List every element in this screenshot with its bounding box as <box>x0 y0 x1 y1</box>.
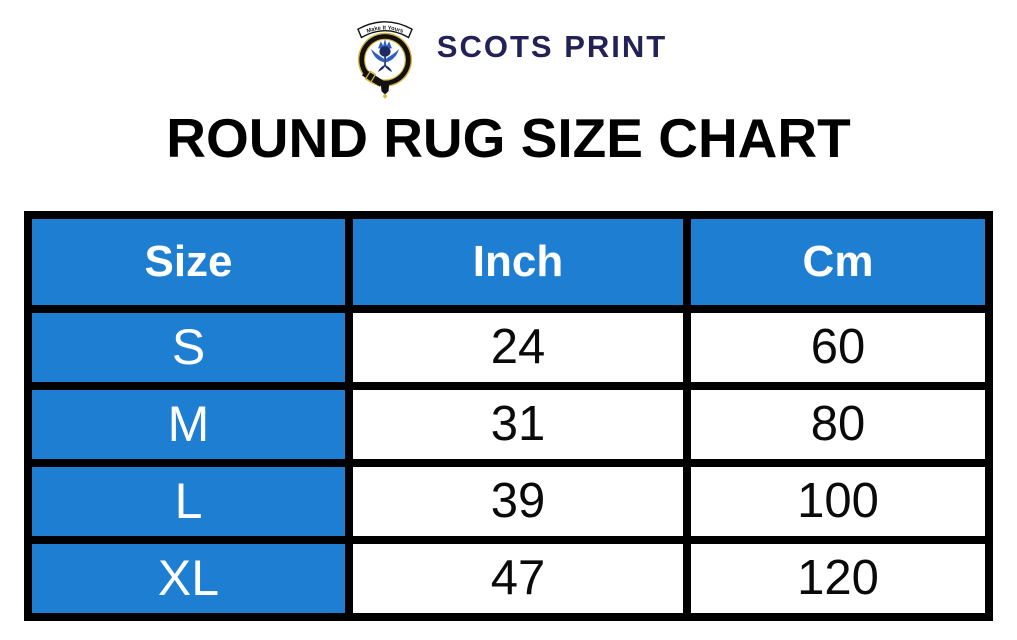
size-cell: L <box>32 466 345 536</box>
inch-cell: 31 <box>353 389 683 459</box>
cm-cell: 80 <box>691 389 985 459</box>
brand-name: SCOTS PRINT <box>436 29 668 64</box>
clan-crest-icon: Make It Yours <box>356 20 413 99</box>
column-header-size: Size <box>32 218 345 305</box>
table-row: S 24 60 <box>32 312 985 382</box>
size-chart-table: Size Inch Cm S 24 60 M 31 80 L 39 100 <box>24 210 993 621</box>
size-cell: M <box>32 389 345 459</box>
inch-cell: 39 <box>353 466 683 536</box>
page-title: ROUND RUG SIZE CHART <box>166 107 851 169</box>
cm-cell: 100 <box>691 466 985 536</box>
size-cell: XL <box>32 543 345 613</box>
belt-buckle <box>361 69 384 87</box>
thistle-icon <box>370 38 399 72</box>
logo: Make It Yours <box>0 0 1017 100</box>
table-row: XL 47 120 <box>32 543 985 613</box>
inch-cell: 47 <box>353 543 683 613</box>
header-row: Size Inch Cm <box>32 218 985 305</box>
cm-cell: 120 <box>691 543 985 613</box>
column-header-cm: Cm <box>691 218 985 305</box>
svg-text:Make It Yours: Make It Yours <box>366 25 404 34</box>
motto-banner <box>356 20 413 38</box>
inch-cell: 24 <box>353 312 683 382</box>
cm-cell: 60 <box>691 312 985 382</box>
table-row: M 31 80 <box>32 389 985 459</box>
column-header-inch: Inch <box>353 218 683 305</box>
belt-tail <box>380 82 390 95</box>
table-row: L 39 100 <box>32 466 985 536</box>
size-cell: S <box>32 312 345 382</box>
motto-text: Make It Yours <box>366 25 404 34</box>
